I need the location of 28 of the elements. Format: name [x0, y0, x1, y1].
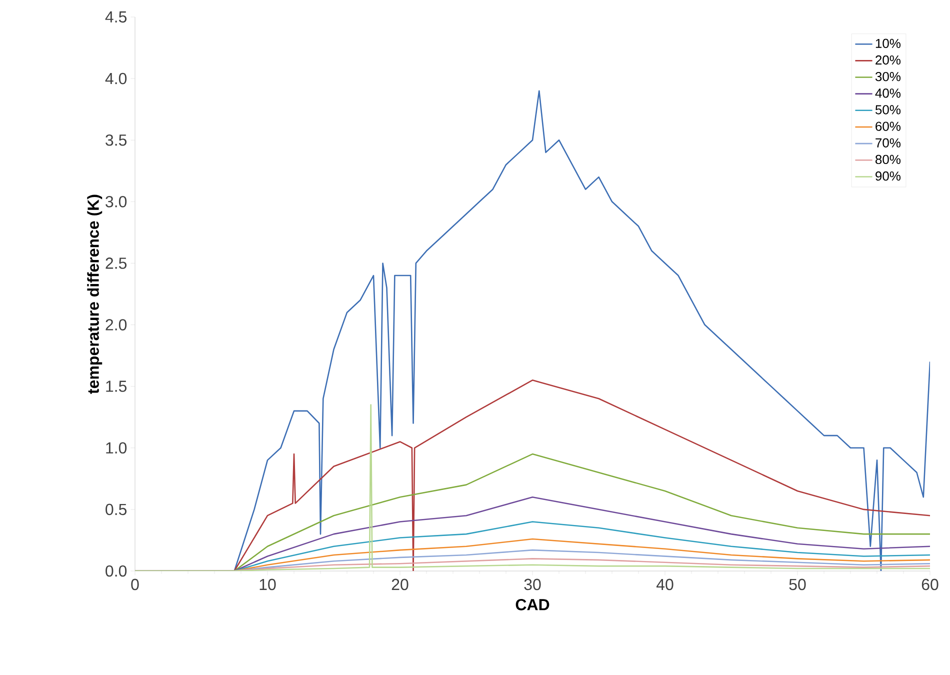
y-axis-title: temperature difference (K) — [87, 194, 102, 394]
y-tick-label: 3.0 — [106, 196, 127, 208]
legend-label: 60% — [876, 122, 900, 131]
legend-label: 90% — [876, 171, 900, 181]
x-axis-title: CAD — [516, 599, 550, 610]
y-tick-label: 0.5 — [106, 504, 127, 516]
x-tick-label: 50 — [789, 578, 806, 590]
legend-label: 10% — [876, 38, 900, 48]
legend-label: 20% — [876, 55, 900, 65]
y-tick-label: 1.5 — [106, 380, 127, 392]
legend-label: 40% — [875, 88, 900, 98]
legend-label: 30% — [875, 72, 900, 82]
legend-label: 80% — [876, 154, 900, 164]
x-tick-label: 40 — [656, 578, 674, 590]
y-tick-label: 3.5 — [106, 134, 127, 146]
y-tick-label: 4.5 — [105, 11, 127, 23]
y-tick-label: 2.0 — [106, 319, 127, 330]
legend-label: 70% — [876, 138, 900, 148]
x-tick-label: 60 — [922, 578, 938, 590]
x-tick-label: 30 — [524, 578, 541, 590]
x-tick-label: 0 — [131, 578, 139, 590]
x-tick-label: 20 — [392, 578, 408, 590]
y-tick-label: 1.0 — [106, 442, 127, 454]
y-tick-label: 2.5 — [106, 258, 127, 269]
y-tick-label: 4.0 — [105, 72, 127, 84]
legend-label: 50% — [875, 105, 900, 114]
y-tick-label: 0.0 — [106, 565, 127, 577]
x-tick-label: 10 — [260, 578, 276, 590]
